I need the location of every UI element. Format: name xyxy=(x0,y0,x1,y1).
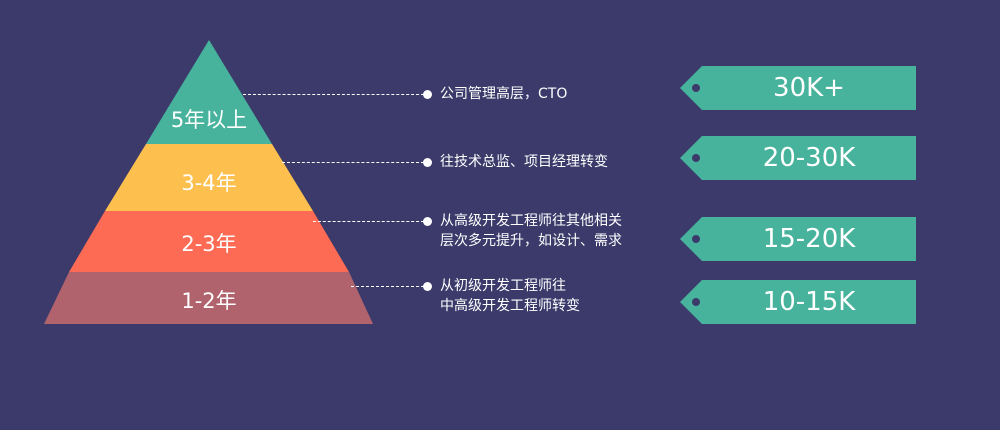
description-line: 从初级开发工程师往 xyxy=(440,278,566,294)
career-pyramid xyxy=(44,40,373,324)
tier-label-1-2-years: 1-2年 xyxy=(181,289,237,313)
tier-label-3-4-years: 3-4年 xyxy=(181,171,237,195)
leader-line xyxy=(313,221,424,222)
salary-tag-label: 30K+ xyxy=(773,73,845,103)
description-line: 中高级开发工程师转变 xyxy=(440,298,580,314)
pyramid-tier-2-3-years xyxy=(69,211,349,272)
description-line: 公司管理高层，CTO xyxy=(440,86,568,102)
bullet-dot xyxy=(423,158,432,167)
leader-line xyxy=(243,94,424,95)
salary-tag-15-20k: 15-20K xyxy=(680,217,916,261)
salary-tag-label: 15-20K xyxy=(762,224,856,254)
tier-label-5plus-years: 5年以上 xyxy=(170,108,248,132)
tag-icon xyxy=(680,217,916,261)
leader-line xyxy=(282,162,424,163)
description-senior: 从高级开发工程师往其他相关 层次多元提升，如设计、需求 xyxy=(440,211,622,251)
description-line: 往技术总监、项目经理转变 xyxy=(440,154,608,170)
bullet-dot xyxy=(423,90,432,99)
salary-tag-10-15k: 10-15K xyxy=(680,280,916,324)
pyramid-tier-1-2-years xyxy=(44,272,373,324)
pyramid-tier-5plus-years xyxy=(146,40,272,144)
bullet-dot xyxy=(423,282,432,291)
salary-tag-label: 20-30K xyxy=(762,143,856,173)
pyramid-tier-3-4-years xyxy=(105,144,313,211)
salary-tag-20-30k: 20-30K xyxy=(680,136,916,180)
description-director: 往技术总监、项目经理转变 xyxy=(440,152,608,172)
leader-line xyxy=(351,286,424,287)
description-line: 从高级开发工程师往其他相关 xyxy=(440,213,622,229)
tag-icon xyxy=(680,136,916,180)
description-line: 层次多元提升，如设计、需求 xyxy=(440,233,622,249)
description-junior: 从初级开发工程师往 中高级开发工程师转变 xyxy=(440,276,580,316)
tag-icon xyxy=(680,66,916,110)
tier-label-2-3-years: 2-3年 xyxy=(181,232,237,256)
salary-tag-30k-plus: 30K+ xyxy=(680,66,916,110)
bullet-dot xyxy=(423,217,432,226)
salary-tag-label: 10-15K xyxy=(762,287,856,317)
description-management: 公司管理高层，CTO xyxy=(440,84,567,104)
tag-icon xyxy=(680,280,916,324)
